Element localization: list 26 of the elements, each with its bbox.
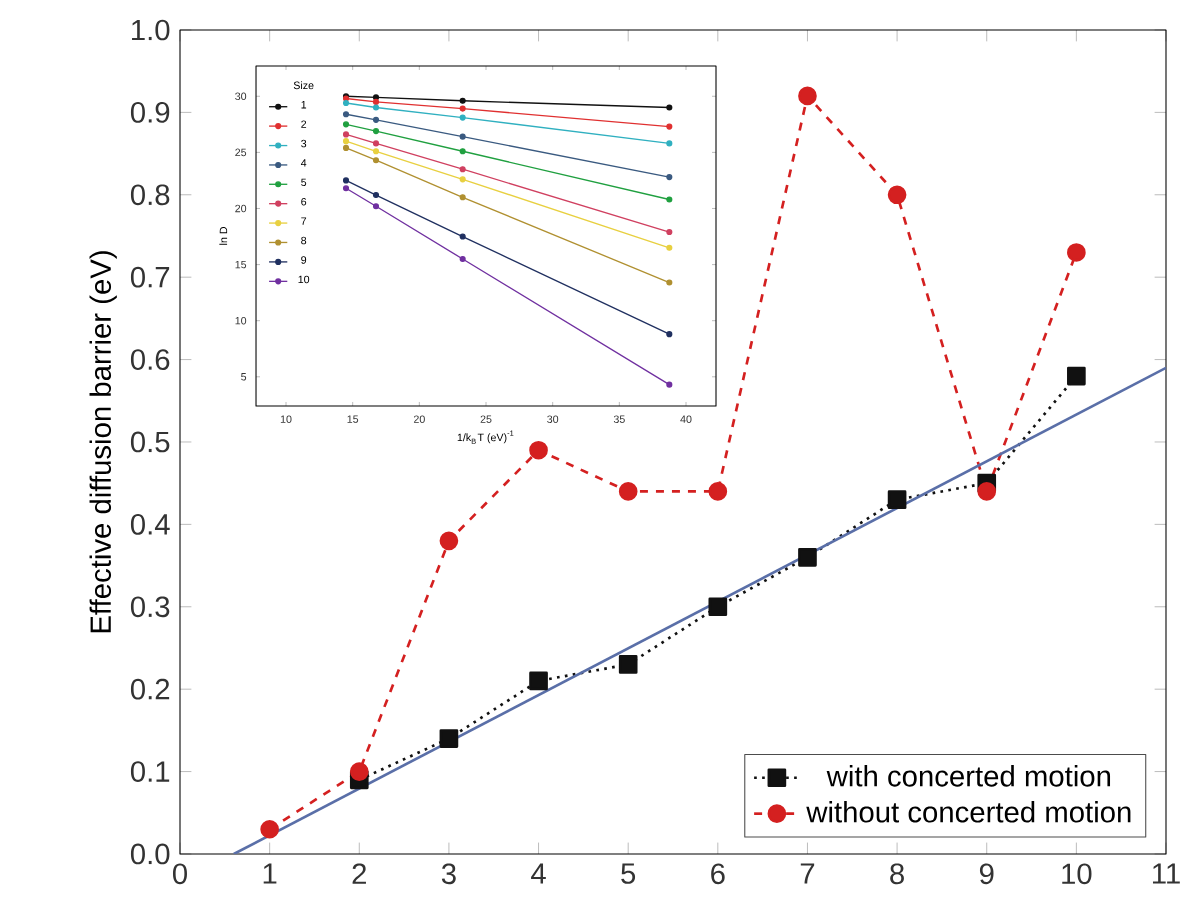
x-tick-label: 7: [800, 863, 815, 884]
y-axis-title: Effective diffusion barrier (eV): [89, 251, 117, 633]
y-tick-label: 0.5: [130, 431, 170, 453]
x-tick-label: 9: [979, 863, 994, 885]
x-tick-label: 0: [172, 863, 187, 885]
x-tick-label: 11: [1152, 863, 1180, 884]
y-tick-label: 0.1: [130, 761, 170, 782]
x-tick-label: 5: [621, 863, 636, 884]
x-tick-label: 8: [890, 863, 904, 885]
legend-label: without concerted motion: [806, 801, 1131, 823]
x-tick-label: 3: [441, 863, 456, 885]
x-tick-label: 6: [711, 863, 725, 885]
y-tick-label: 0.6: [130, 349, 170, 370]
x-tick-label: 10: [1062, 863, 1092, 885]
y-tick-label: 1.0: [132, 19, 170, 41]
y-tick-label: 0.8: [130, 184, 170, 206]
x-tick-label: 1: [263, 863, 277, 884]
y-tick-label: 0.2: [130, 678, 170, 700]
y-tick-label: 0.9: [130, 102, 170, 123]
x-tick-label: 4: [531, 863, 546, 884]
x-tick-label: 2: [352, 863, 366, 884]
legend-label: with concerted motion: [826, 765, 1111, 787]
y-tick-label: 0.4: [130, 514, 170, 535]
y-tick-label: 0.3: [130, 596, 170, 618]
y-tick-label: 0.0: [130, 843, 170, 865]
y-tick-label: 0.7: [130, 266, 170, 288]
